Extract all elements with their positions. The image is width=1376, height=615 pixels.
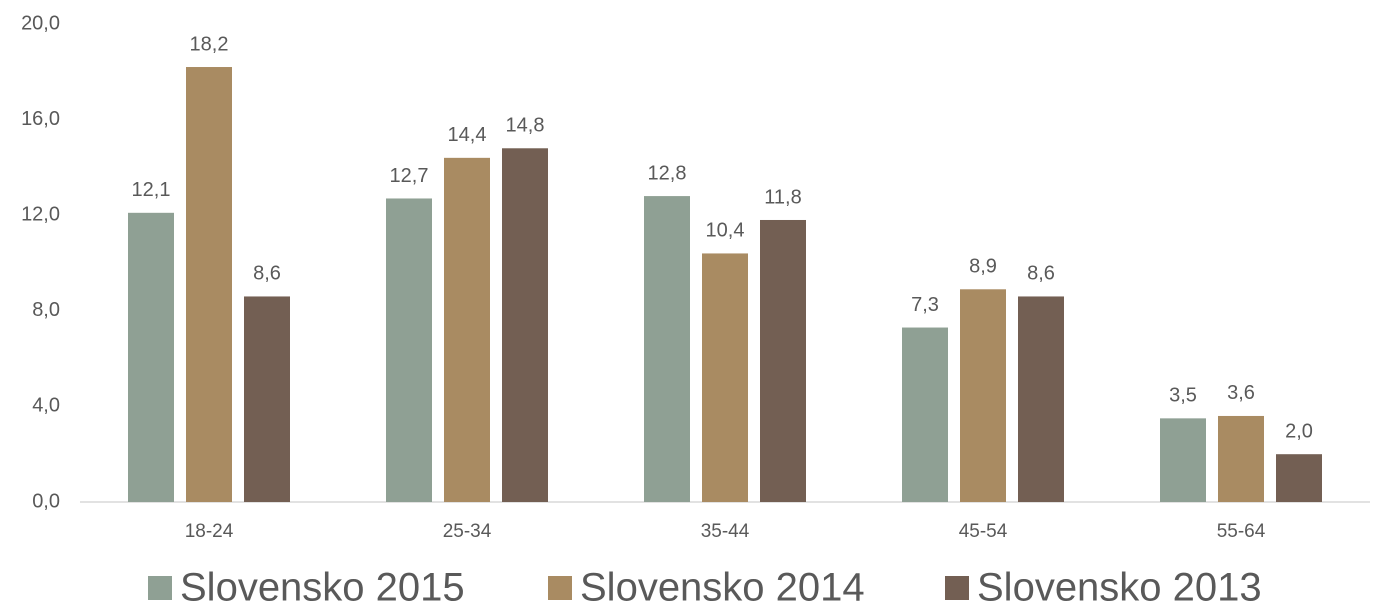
x-tick-label: 45-54 (959, 521, 1008, 542)
bar (960, 289, 1006, 502)
bar (1160, 418, 1206, 502)
bar (1276, 454, 1322, 502)
value-label: 10,4 (706, 220, 745, 242)
bar (702, 253, 748, 502)
value-label: 2,0 (1285, 420, 1313, 442)
bar (1218, 415, 1264, 502)
y-tick-label: 12,0 (21, 203, 60, 225)
value-label: 8,6 (253, 263, 281, 285)
value-label: 14,8 (506, 115, 545, 137)
value-label: 3,5 (1169, 385, 1197, 407)
bar (386, 198, 432, 502)
bar (244, 296, 290, 502)
value-label: 12,7 (390, 165, 429, 187)
value-label: 18,2 (190, 33, 229, 55)
legend-swatch (548, 576, 572, 600)
y-tick-label: 20,0 (21, 12, 60, 34)
value-label: 12,8 (648, 162, 687, 184)
y-tick-label: 16,0 (21, 108, 60, 130)
legend-label: Slovensko 2013 (977, 566, 1262, 610)
bar (186, 67, 232, 503)
bar (1018, 296, 1064, 502)
bar (128, 212, 174, 502)
bar (760, 219, 806, 503)
value-label: 12,1 (132, 179, 171, 201)
value-label: 3,6 (1227, 382, 1255, 404)
legend-swatch (945, 576, 969, 600)
value-label: 11,8 (764, 186, 801, 208)
x-tick-label: 55-64 (1217, 521, 1266, 542)
legend-label: Slovensko 2015 (180, 566, 465, 610)
x-tick-label: 18-24 (185, 521, 234, 542)
bar (444, 157, 490, 502)
y-tick-label: 0,0 (32, 490, 60, 512)
value-label: 8,6 (1027, 263, 1055, 285)
bar (502, 148, 548, 502)
x-tick-label: 25-34 (443, 521, 492, 542)
value-label: 7,3 (911, 294, 939, 316)
bar (902, 327, 948, 502)
y-tick-label: 8,0 (32, 299, 60, 321)
y-tick-label: 4,0 (32, 395, 60, 417)
value-label: 14,4 (448, 124, 487, 146)
legend-swatch (148, 576, 172, 600)
value-label: 8,9 (969, 256, 997, 278)
bar (644, 196, 690, 502)
x-tick-label: 35-44 (701, 521, 750, 542)
legend-label: Slovensko 2014 (580, 566, 865, 610)
